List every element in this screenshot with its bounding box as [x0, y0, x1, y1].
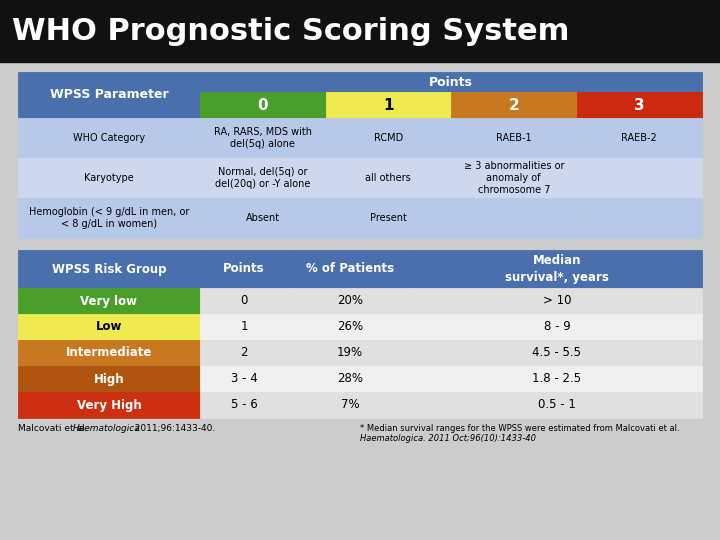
Bar — [18, 314, 200, 340]
Text: 19%: 19% — [337, 347, 363, 360]
Bar — [200, 366, 288, 392]
Bar — [18, 366, 200, 392]
Text: 28%: 28% — [337, 373, 363, 386]
Bar — [18, 158, 200, 198]
Text: WHO Category: WHO Category — [73, 133, 145, 143]
Text: 0.5 - 1: 0.5 - 1 — [538, 399, 576, 411]
Text: Absent: Absent — [246, 213, 280, 223]
Text: Present: Present — [370, 213, 407, 223]
Text: Points: Points — [223, 262, 265, 275]
Text: WPSS Risk Group: WPSS Risk Group — [52, 262, 166, 275]
Bar — [412, 392, 702, 418]
Text: all others: all others — [365, 173, 411, 183]
Bar — [288, 392, 412, 418]
Bar — [577, 198, 702, 238]
Text: Low: Low — [96, 321, 122, 334]
Bar — [18, 340, 200, 366]
Bar — [451, 198, 577, 238]
Bar — [412, 314, 702, 340]
Bar — [200, 118, 325, 158]
Text: > 10: > 10 — [543, 294, 571, 307]
Bar — [200, 314, 288, 340]
Bar — [412, 288, 702, 314]
Text: 7%: 7% — [341, 399, 359, 411]
Bar — [412, 340, 702, 366]
Text: 1: 1 — [240, 321, 248, 334]
Text: * Median survival ranges for the WPSS were estimated from Malcovati et al.: * Median survival ranges for the WPSS we… — [360, 424, 680, 433]
Text: Karyotype: Karyotype — [84, 173, 134, 183]
Text: 2: 2 — [240, 347, 248, 360]
Text: RAEB-1: RAEB-1 — [496, 133, 531, 143]
Bar — [0, 62, 720, 540]
Text: ≥ 3 abnormalities or
anomaly of
chromosome 7: ≥ 3 abnormalities or anomaly of chromoso… — [464, 160, 564, 195]
Text: 26%: 26% — [337, 321, 363, 334]
Text: WPSS Parameter: WPSS Parameter — [50, 89, 168, 102]
Text: Points: Points — [429, 76, 473, 89]
Text: 4.5 - 5.5: 4.5 - 5.5 — [533, 347, 582, 360]
Bar — [288, 250, 412, 288]
Bar — [577, 158, 702, 198]
Text: . 2011;96:1433-40.: . 2011;96:1433-40. — [129, 424, 215, 433]
Bar — [325, 158, 451, 198]
Text: High: High — [94, 373, 125, 386]
Text: 3: 3 — [634, 98, 644, 112]
Text: Haematologica: Haematologica — [73, 424, 140, 433]
Bar — [18, 198, 200, 238]
Text: RAEB-2: RAEB-2 — [621, 133, 657, 143]
Text: Normal, del(5q) or
del(20q) or -Y alone: Normal, del(5q) or del(20q) or -Y alone — [215, 167, 310, 189]
Text: 5 - 6: 5 - 6 — [230, 399, 257, 411]
Bar — [200, 92, 325, 118]
Bar — [200, 250, 288, 288]
Text: Malcovati et al.: Malcovati et al. — [18, 424, 91, 433]
Bar — [412, 366, 702, 392]
Text: 0: 0 — [240, 294, 248, 307]
Bar — [18, 288, 200, 314]
Bar — [288, 366, 412, 392]
Bar — [0, 0, 720, 62]
Bar — [18, 392, 200, 418]
Bar — [200, 288, 288, 314]
Bar — [288, 314, 412, 340]
Bar — [18, 72, 200, 118]
Text: Haematologica. 2011 Oct;96(10):1433-40: Haematologica. 2011 Oct;96(10):1433-40 — [360, 434, 536, 443]
Text: 20%: 20% — [337, 294, 363, 307]
Text: RCMD: RCMD — [374, 133, 403, 143]
Bar — [200, 340, 288, 366]
Bar — [325, 92, 451, 118]
Bar — [577, 118, 702, 158]
Text: Very low: Very low — [81, 294, 138, 307]
Bar — [412, 250, 702, 288]
Bar — [200, 392, 288, 418]
Bar — [200, 158, 325, 198]
Text: % of Patients: % of Patients — [306, 262, 394, 275]
Bar — [288, 340, 412, 366]
Text: Very High: Very High — [76, 399, 141, 411]
Bar — [325, 118, 451, 158]
Text: 0: 0 — [258, 98, 268, 112]
Bar — [577, 92, 702, 118]
Bar — [200, 72, 702, 92]
Text: Median
survival*, years: Median survival*, years — [505, 254, 609, 284]
Bar — [18, 118, 200, 158]
Bar — [451, 118, 577, 158]
Text: 2: 2 — [508, 98, 519, 112]
Bar — [325, 198, 451, 238]
Text: 1.8 - 2.5: 1.8 - 2.5 — [532, 373, 582, 386]
Text: WHO Prognostic Scoring System: WHO Prognostic Scoring System — [12, 17, 570, 45]
Text: RA, RARS, MDS with
del(5q) alone: RA, RARS, MDS with del(5q) alone — [214, 127, 312, 149]
Bar — [288, 288, 412, 314]
Bar — [18, 250, 200, 288]
Text: 1: 1 — [383, 98, 394, 112]
Text: Hemoglobin (< 9 g/dL in men, or
< 8 g/dL in women): Hemoglobin (< 9 g/dL in men, or < 8 g/dL… — [29, 207, 189, 229]
Text: 3 - 4: 3 - 4 — [230, 373, 257, 386]
Text: 8 - 9: 8 - 9 — [544, 321, 570, 334]
Bar — [200, 198, 325, 238]
Bar — [451, 92, 577, 118]
Text: Intermediate: Intermediate — [66, 347, 152, 360]
Bar — [451, 158, 577, 198]
